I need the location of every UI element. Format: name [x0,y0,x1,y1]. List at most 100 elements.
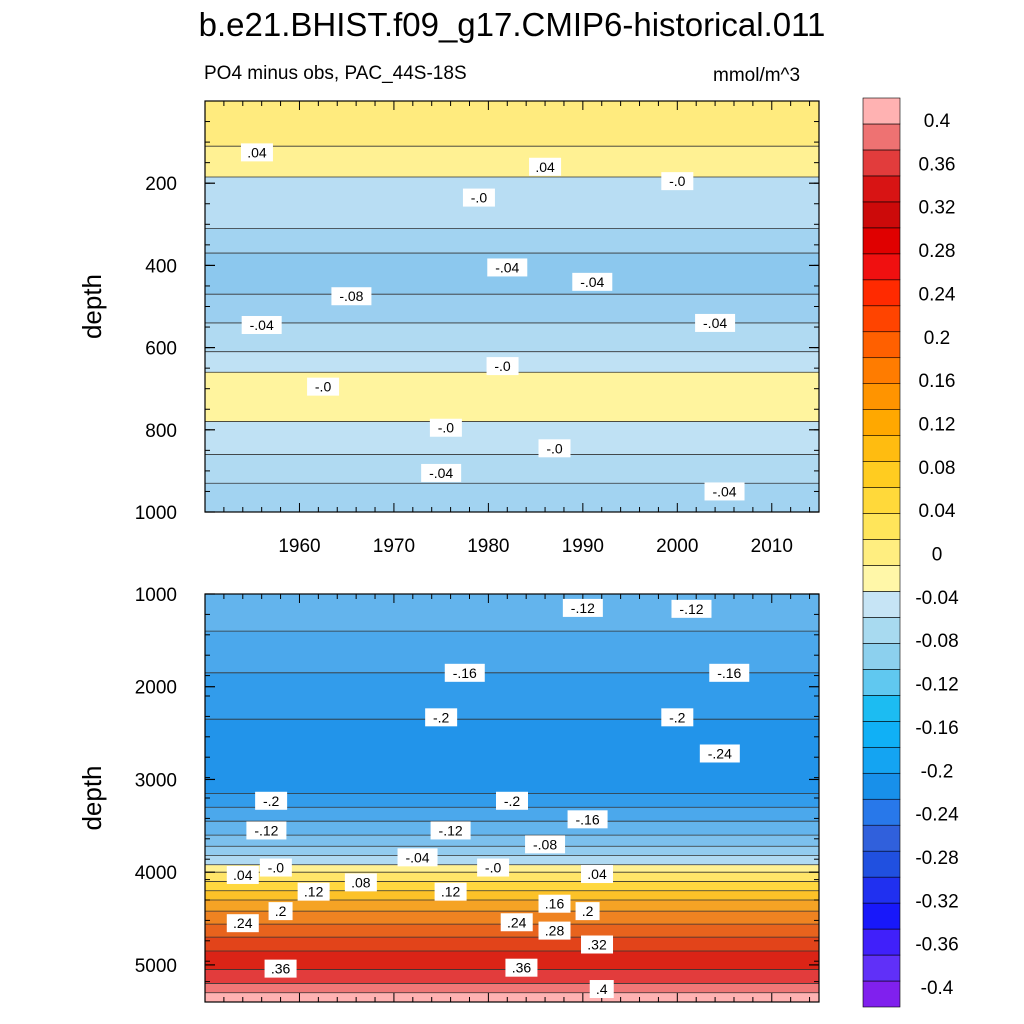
top-contour-label-bg [661,172,694,191]
top-x-tick-label: 2010 [751,536,793,557]
bottom-contour-label: -.16 [717,665,741,681]
bottom-depth-layer [205,594,819,632]
colorbar-swatch [862,850,901,878]
top-contour-label: -.0 [471,190,488,206]
colorbar-swatch [862,591,901,618]
bottom-contour-label-bg [575,902,600,921]
top-depth-layer [205,146,819,178]
bottom-y-tick-label: 2000 [135,678,177,699]
bottom-contour-label: .36 [512,960,532,976]
bottom-contour-label: .12 [304,884,324,900]
colorbar-swatch [862,980,901,1008]
colorbar-swatch [862,565,901,592]
colorbar-label: -0.24 [915,805,959,826]
top-contour-label: -.0 [494,358,511,374]
colorbar-swatch [862,695,901,722]
top-contour-label-bg [307,377,340,396]
top-contour-label: -.0 [546,440,563,456]
top-contour-label: .04 [247,144,267,160]
top-contour-label: -.0 [315,379,332,395]
bottom-contour-label-bg [567,810,608,829]
colorbar-swatch [862,876,901,904]
colorbar-label: 0.12 [919,414,956,435]
colorbar-swatch [862,643,901,670]
bottom-depth-layer [205,992,819,1002]
bottom-y-tick-label: 4000 [135,863,177,884]
bottom-contour-label-bg [538,921,571,940]
bottom-depth-layer [205,872,819,882]
top-contour-label: -.04 [703,315,727,331]
bottom-contour-label: -.12 [439,822,463,838]
bottom-depth-layer [205,835,819,847]
bottom-contour-label-bg [671,599,712,618]
bottom-contour-label: .24 [233,915,253,931]
top-contour-label: -.0 [669,173,686,189]
bottom-contour-label-bg [297,882,330,901]
bottom-contour-label-bg [397,848,438,867]
bottom-depth-layer [205,855,819,865]
top-contour-label: -.04 [580,274,604,290]
top-depth-layer [205,454,819,484]
top-depth-layer [205,228,819,254]
top-contour-label-bg [462,188,495,207]
colorbar-swatch [862,928,901,956]
bottom-contour-label-bg [226,914,259,933]
bottom-contour-label-bg [434,882,467,901]
bottom-contour-label: -.24 [708,745,732,761]
colorbar-swatch [862,97,901,125]
colorbar-label: -0.12 [915,675,958,696]
colorbar-label: -0.32 [915,891,958,912]
colorbar-label: 0.32 [919,198,956,219]
bottom-contour-label-bg [496,791,528,810]
chart-subtitle-variable: PO4 minus obs, PAC_44S-18S [204,63,467,84]
bottom-contour-label: -.08 [533,836,557,852]
colorbar-label: -0.04 [915,588,959,609]
top-contour-label: -.04 [495,259,519,275]
colorbar-swatch [862,175,901,203]
bottom-depth-layer [205,983,819,993]
colorbar-swatch [862,279,901,307]
bottom-contour-label: .4 [596,981,608,997]
chart-subtitle-units: mmol/m^3 [713,65,801,86]
bottom-contour-label: -.16 [453,665,477,681]
bottom-contour-label: -.2 [263,793,280,809]
bottom-y-tick-label: 1000 [135,585,177,606]
bottom-contour-label-bg [581,865,614,884]
top-contour-label-bg [529,157,562,176]
colorbar-swatch [862,539,901,566]
bottom-contour-label: .28 [545,923,565,939]
top-depth-layer [205,101,819,147]
colorbar: 0.4 0.36 0.32 0.28 0.24 0.2 0.16 0.12 0.08 0.04 0 -… [862,97,959,1008]
bottom-contour-label-bg [268,902,293,921]
colorbar-swatch [862,487,901,514]
bottom-contour-label-bg [581,935,614,954]
colorbar-label: -0.28 [915,848,958,869]
top-x-tick-label: 2000 [656,536,698,557]
bottom-panel: 1960197019801990200020101000200030004000… [77,585,820,1003]
colorbar-label: 0.4 [924,111,951,132]
colorbar-label: 0.24 [919,284,956,305]
colorbar-swatch [862,954,901,982]
top-x-tick-label: 1960 [278,536,320,557]
colorbar-swatch [862,902,901,930]
bottom-contour-label-bg [500,913,533,932]
bottom-depth-layer [205,881,819,891]
colorbar-swatch [862,331,901,359]
top-contour-label-bg [240,143,273,162]
colorbar-label: -0.36 [915,935,958,956]
top-y-tick-label: 600 [145,339,177,360]
colorbar-label: -0.4 [921,978,954,999]
bottom-contour-label: .08 [351,874,371,890]
top-contour-label-bg [695,313,736,332]
top-y-tick-label: 1000 [135,503,177,524]
colorbar-swatch [862,721,901,748]
colorbar-swatch [862,798,901,826]
colorbar-label: 0.28 [919,241,956,262]
bottom-depth-layer [205,821,819,836]
colorbar-swatch [862,461,901,488]
bottom-contour-label-bg [525,835,566,854]
bottom-contour-label-bg [259,858,292,877]
bottom-depth-layer [205,890,819,900]
bottom-depth-layer [205,937,819,951]
